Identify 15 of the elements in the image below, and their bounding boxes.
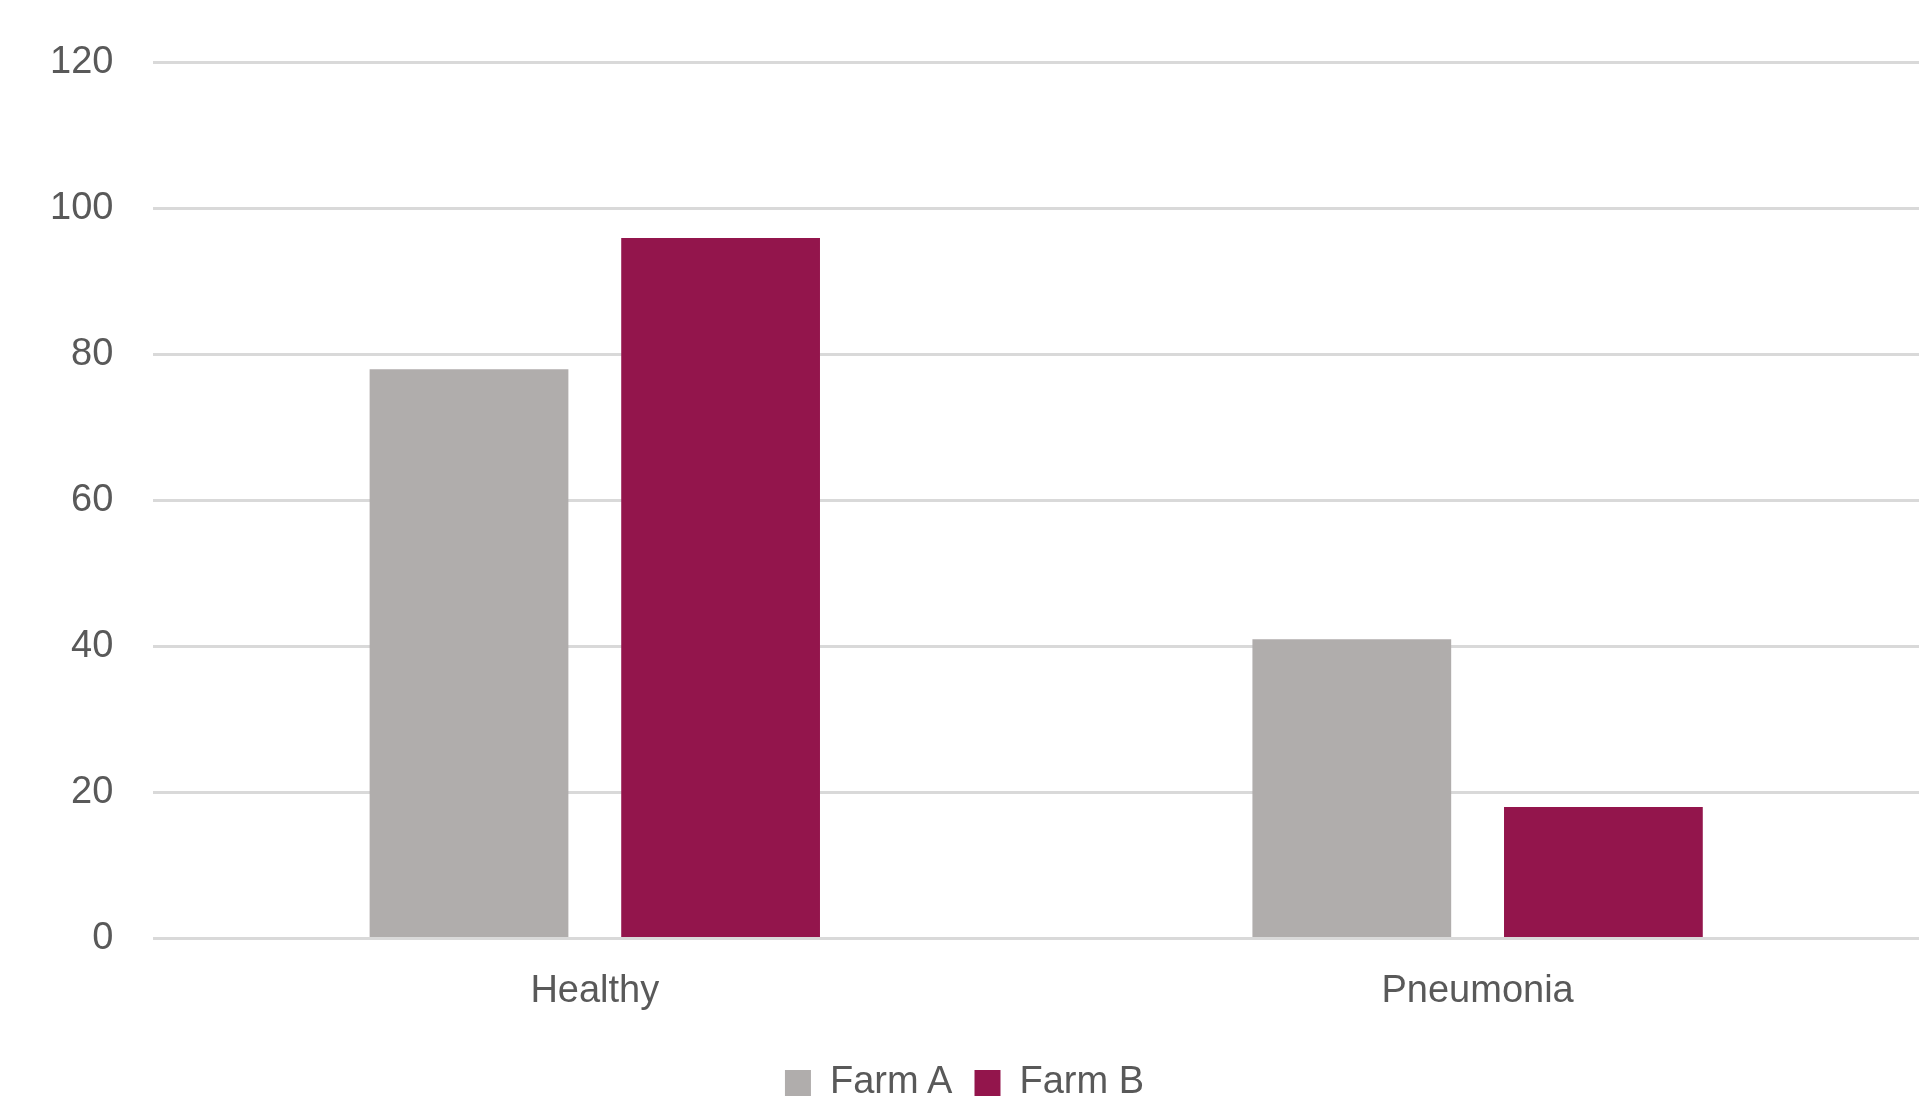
y-tick-label: 60 — [71, 477, 114, 520]
bar — [369, 369, 569, 937]
y-tick-label: 120 — [50, 39, 114, 82]
y-tick-label: 0 — [92, 914, 114, 957]
y-tick-label: 100 — [50, 185, 114, 228]
x-tick-label: Healthy — [530, 967, 660, 1010]
y-tick-label: 40 — [71, 623, 114, 666]
bar — [621, 237, 820, 937]
bar — [1504, 807, 1703, 937]
y-tick-label: 80 — [71, 331, 114, 374]
legend-label: Farm B — [1019, 1059, 1145, 1102]
legend-label: Farm A — [829, 1059, 954, 1102]
y-tick-label: 20 — [71, 768, 114, 811]
x-tick-label: Pneumonia — [1381, 967, 1575, 1010]
bar — [1252, 639, 1452, 937]
